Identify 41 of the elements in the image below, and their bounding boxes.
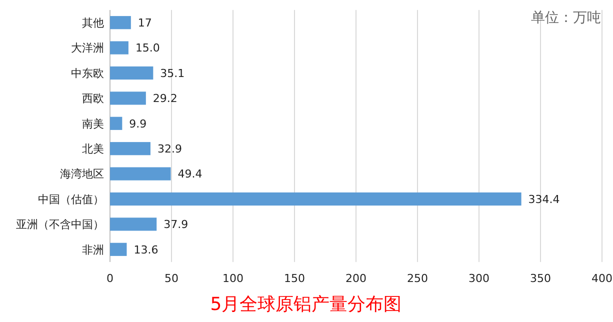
y-tick-label: 非洲 <box>82 243 104 256</box>
data-label: 37.9 <box>164 218 188 232</box>
bar <box>110 92 146 105</box>
bar <box>110 192 522 206</box>
data-label: 49.4 <box>178 168 202 181</box>
x-tick-label: 0 <box>106 272 114 285</box>
x-tick-label: 50 <box>164 272 178 285</box>
bar <box>110 16 131 30</box>
bar <box>110 142 150 156</box>
bar <box>110 218 157 231</box>
data-label: 13.6 <box>134 243 158 256</box>
x-tick-label: 400 <box>592 272 612 285</box>
data-label: 9.9 <box>129 117 147 130</box>
x-tick-label: 100 <box>222 272 244 285</box>
y-tick-label: 亚洲（不含中国） <box>16 218 104 232</box>
y-tick-label: 其他 <box>82 16 104 30</box>
bar <box>110 116 122 130</box>
data-label: 35.1 <box>160 66 185 80</box>
data-label: 29.2 <box>152 92 178 106</box>
data-label: 334.4 <box>528 192 560 206</box>
y-tick-label: 北美 <box>82 142 104 156</box>
bar <box>110 167 171 180</box>
x-tick-label: 250 <box>407 272 428 285</box>
y-tick-label: 中国（估值） <box>38 192 104 206</box>
data-label: 17 <box>138 16 152 30</box>
text: 5月全球原铝产量分布图 <box>210 294 402 315</box>
x-tick-label: 300 <box>468 272 490 285</box>
annotation: 单位：万吨 <box>531 10 601 26</box>
y-tick-label: 南美 <box>82 117 104 130</box>
data-label: 15.0 <box>135 42 160 55</box>
bar <box>110 41 128 54</box>
data-label: 32.9 <box>157 142 182 156</box>
x-tick-label: 150 <box>284 272 305 285</box>
y-tick-label: 海湾地区 <box>60 168 104 181</box>
bar <box>110 242 127 256</box>
y-tick-label: 中东欧 <box>71 66 104 80</box>
x-tick-label: 200 <box>346 272 366 285</box>
bar <box>110 66 154 80</box>
x-tick-label: 350 <box>530 272 551 285</box>
y-tick-label: 大洋洲 <box>71 42 104 55</box>
y-tick-label: 西欧 <box>82 92 104 106</box>
